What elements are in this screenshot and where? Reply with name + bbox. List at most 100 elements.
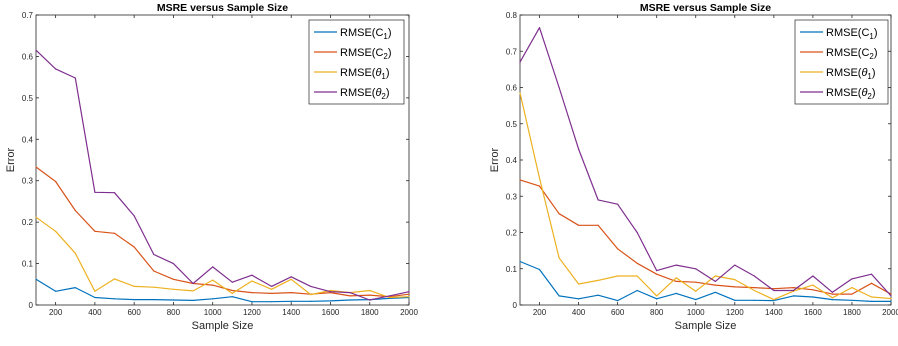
data-point: [172, 262, 175, 265]
data-point: [617, 300, 619, 302]
data-point: [597, 279, 599, 281]
x-axis-label: Sample Size: [675, 320, 737, 332]
chart-1: 200 400 600 800 1000 1200 1400 1600 1800 2000 0 0.1…: [5, 2, 418, 332]
legend-entry-base: RMSE(: [826, 87, 862, 99]
data-point: [231, 289, 233, 292]
series-line: [35, 166, 410, 298]
data-point: [675, 280, 677, 283]
chart-title: MSRE versus Sample Size: [157, 2, 288, 14]
data-point: [133, 285, 135, 287]
y-tick-label: 0: [29, 301, 34, 310]
legend-entry-close: ): [388, 27, 392, 39]
data-point: [636, 289, 638, 292]
legend: RMSE(C1)RMSE(C2)RMSE(θ1)RMSE(θ2): [794, 19, 889, 105]
legend-entry-close: ): [386, 67, 390, 79]
data-point: [74, 209, 76, 212]
data-point: [734, 264, 736, 266]
data-point: [270, 301, 273, 303]
data-point: [812, 284, 814, 286]
legend-entry-greek: θ: [861, 67, 867, 79]
data-point: [734, 286, 736, 288]
x-tick-label: 400: [88, 308, 102, 317]
legend-entry-subscript: 1: [383, 32, 388, 41]
x-tick-label: 2000: [400, 308, 418, 317]
x-tick-label: 600: [127, 308, 141, 317]
data-point: [153, 299, 155, 301]
data-point: [636, 275, 638, 277]
legend-box: [308, 19, 405, 105]
data-point: [792, 289, 794, 292]
data-point: [212, 266, 214, 268]
data-point: [714, 275, 716, 277]
x-tick-label: 1200: [243, 308, 261, 317]
legend-entry: RMSE(C2): [340, 47, 392, 61]
series-line: [519, 260, 891, 302]
data-point: [870, 296, 873, 298]
legend-entry: RMSE(C1): [340, 27, 392, 41]
series-4: [35, 49, 410, 301]
data-point: [369, 299, 371, 301]
data-point: [133, 215, 135, 217]
data-point: [310, 300, 312, 302]
data-point: [675, 264, 677, 266]
legend-entry-subscript: 1: [381, 72, 386, 81]
data-point: [831, 293, 834, 295]
data-point: [310, 294, 312, 296]
x-tick-label: 800: [167, 308, 181, 317]
data-point: [792, 295, 794, 297]
data-point: [94, 290, 96, 292]
data-point: [369, 289, 371, 292]
data-point: [753, 299, 755, 301]
data-point: [94, 296, 96, 299]
x-tick-label: 1400: [282, 308, 300, 317]
data-point: [870, 300, 873, 302]
data-point: [656, 295, 658, 297]
legend-box: [794, 19, 889, 105]
legend-entry-subscript: 2: [869, 52, 874, 61]
data-point: [74, 77, 76, 79]
legend-entry-base: RMSE(C: [826, 47, 869, 59]
data-point: [251, 274, 253, 276]
y-tick-label: 0.3: [22, 177, 34, 186]
data-point: [734, 279, 736, 281]
data-point: [538, 27, 541, 29]
series-line: [519, 92, 892, 301]
data-point: [792, 287, 794, 289]
data-point: [349, 299, 351, 301]
legend-entry-close: ): [872, 67, 876, 79]
data-point: [133, 299, 135, 301]
chart-title: MSRE versus Sample Size: [640, 2, 771, 14]
legend-entry: RMSE(θ2): [826, 87, 876, 101]
x-axis-label: Sample Size: [192, 320, 254, 332]
data-point: [153, 286, 155, 288]
data-point: [538, 268, 541, 271]
y-axis-label: Error: [489, 147, 501, 172]
data-point: [388, 295, 390, 297]
data-point: [55, 180, 57, 183]
data-point: [695, 281, 697, 283]
data-point: [35, 278, 37, 280]
x-tick-label: 1600: [804, 308, 822, 317]
data-point: [538, 177, 541, 179]
data-point: [558, 257, 560, 259]
data-point: [675, 277, 677, 279]
data-point: [695, 268, 697, 270]
data-point: [153, 270, 155, 272]
data-point: [329, 300, 332, 302]
data-point: [870, 273, 873, 275]
data-point: [890, 295, 892, 297]
x-tick-label: 1400: [765, 308, 783, 317]
data-point: [192, 290, 194, 292]
legend: RMSE(C1)RMSE(C2)RMSE(θ1)RMSE(θ2): [308, 19, 405, 105]
legend-entry: RMSE(C1): [826, 27, 878, 41]
data-point: [270, 288, 273, 290]
data-point: [538, 185, 541, 187]
data-point: [369, 294, 371, 296]
data-point: [656, 273, 658, 275]
series-1: [35, 278, 410, 303]
legend-entry-close: ): [874, 27, 878, 39]
legend-entry: RMSE(θ1): [340, 67, 390, 81]
data-point: [290, 300, 292, 302]
y-tick-label: 0.7: [506, 47, 518, 56]
y-tick-label: 0.7: [22, 11, 34, 20]
